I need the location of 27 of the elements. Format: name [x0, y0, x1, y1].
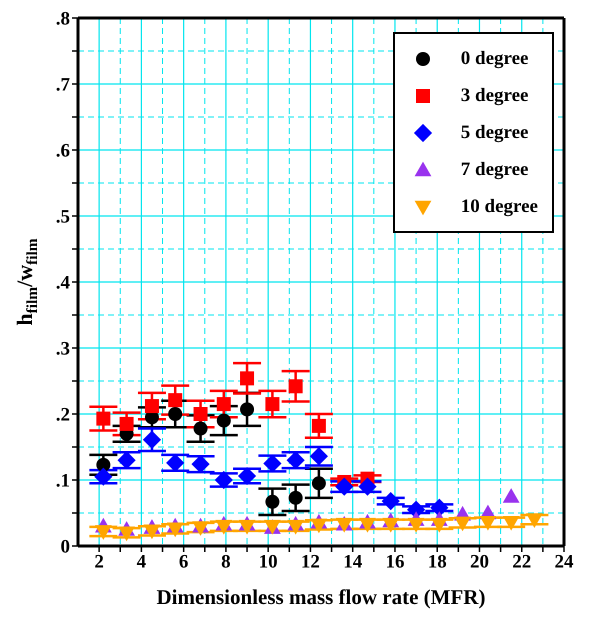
- y-tick-label: .6: [56, 140, 70, 162]
- y-tick-label: .1: [56, 470, 70, 492]
- y-tick-label: .4: [56, 272, 70, 294]
- x-tick-label: 20: [470, 551, 489, 572]
- legend-label: 10 degree: [460, 196, 538, 218]
- x-tick-label: 22: [512, 551, 532, 572]
- x-tick-label: 24: [554, 551, 574, 572]
- legend-label: 5 degree: [460, 122, 528, 144]
- x-tick-label: 16: [385, 551, 404, 572]
- x-tick-label: 2: [94, 551, 104, 572]
- x-tick-label: 18: [428, 551, 447, 572]
- y-tick-label: .5: [56, 206, 70, 228]
- x-tick-label: 10: [258, 551, 278, 572]
- x-axis-title: Dimensionless mass flow rate (MFR): [156, 585, 486, 609]
- x-tick-label: 8: [221, 551, 231, 572]
- x-tick-label: 6: [178, 551, 188, 572]
- legend-label: 3 degree: [460, 84, 528, 106]
- y-tick-label: .3: [56, 338, 70, 360]
- y-tick-label: .8: [56, 8, 70, 30]
- y-tick-label: 0: [60, 536, 70, 558]
- x-tick-label: 12: [300, 551, 320, 572]
- legend-label: 0 degree: [460, 48, 528, 70]
- legend-label: 7 degree: [460, 158, 528, 180]
- x-tick-label: 4: [136, 551, 147, 572]
- x-tick-label: 14: [343, 551, 363, 572]
- y-tick-label: .7: [56, 74, 70, 96]
- y-tick-label: .2: [56, 404, 70, 426]
